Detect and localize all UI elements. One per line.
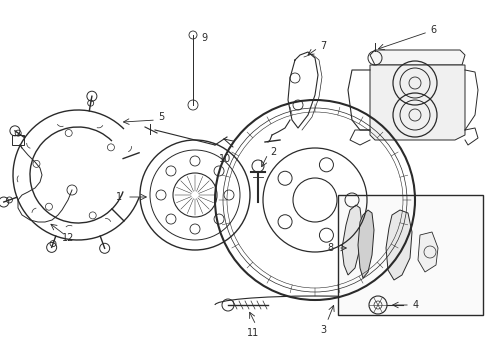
Text: 2: 2 <box>270 147 276 157</box>
Text: 12: 12 <box>62 233 74 243</box>
Polygon shape <box>358 210 374 278</box>
Text: 9: 9 <box>201 33 207 43</box>
Text: 5: 5 <box>158 112 164 122</box>
Text: 11: 11 <box>247 328 259 338</box>
Text: 10: 10 <box>219 154 231 164</box>
Bar <box>12 135 24 145</box>
Polygon shape <box>386 210 412 280</box>
Bar <box>338 195 483 315</box>
Polygon shape <box>418 232 438 272</box>
Text: 1: 1 <box>116 192 122 202</box>
Text: 3: 3 <box>320 325 326 335</box>
Polygon shape <box>370 65 465 140</box>
Text: 8: 8 <box>327 243 333 253</box>
Text: 7: 7 <box>320 41 326 51</box>
Polygon shape <box>342 205 362 275</box>
Text: 6: 6 <box>430 25 436 35</box>
Text: 4: 4 <box>413 300 419 310</box>
Polygon shape <box>370 50 465 65</box>
